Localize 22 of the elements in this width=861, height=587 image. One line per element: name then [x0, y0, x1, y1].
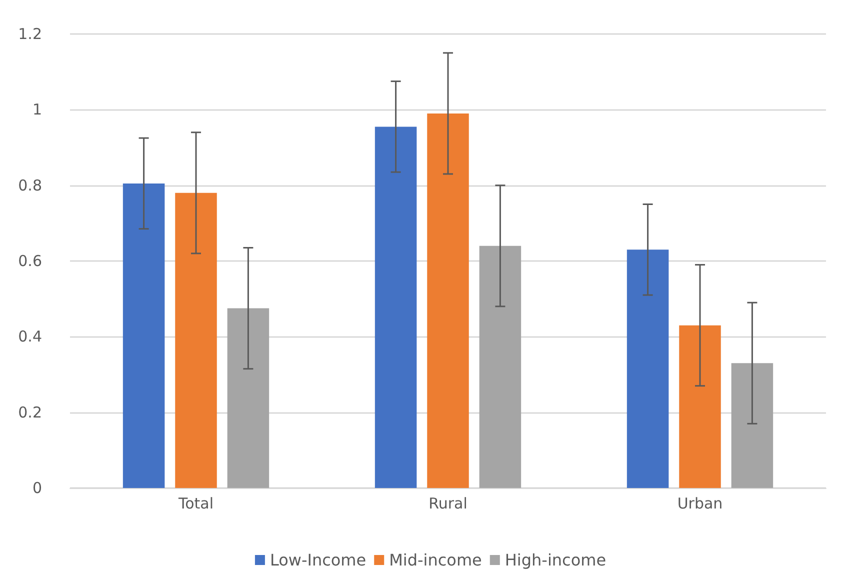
y-tick-label: 0.6 — [18, 252, 42, 270]
y-tick-label: 0 — [32, 479, 42, 497]
bar — [679, 325, 721, 488]
y-tick-label: 0.4 — [18, 328, 42, 346]
legend-label: High-income — [504, 550, 606, 570]
legend-label: Low-Income — [270, 550, 366, 570]
bar — [374, 126, 417, 488]
bar — [731, 363, 774, 488]
bar — [175, 192, 217, 488]
bar — [227, 308, 270, 488]
y-tick-label: 1 — [32, 100, 42, 119]
bar — [479, 246, 522, 488]
y-tick-label: 0.8 — [18, 176, 42, 194]
x-tick-label: Rural — [428, 494, 468, 512]
bar — [122, 183, 165, 488]
legend-label: Mid-income — [389, 550, 482, 570]
bar — [427, 113, 469, 488]
x-tick-label: Total — [177, 494, 214, 512]
bar — [626, 250, 669, 488]
y-tick-label: 1.2 — [18, 25, 42, 43]
y-tick-label: 0.2 — [18, 403, 42, 422]
x-tick-label: Urban — [677, 494, 723, 512]
